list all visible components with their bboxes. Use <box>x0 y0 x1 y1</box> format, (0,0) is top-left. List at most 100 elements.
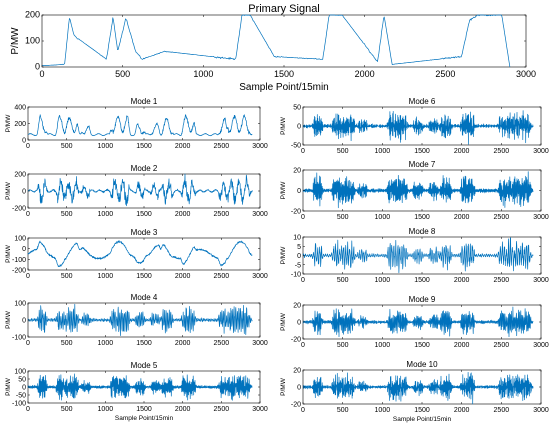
y-tick-label: 0 <box>297 124 301 131</box>
x-tick-label: 1500 <box>136 406 152 413</box>
x-tick-label: 2000 <box>175 143 191 150</box>
y-tick-label: 0 <box>297 188 301 195</box>
x-tick-label: 1000 <box>375 277 391 284</box>
x-tick-label: 1000 <box>98 340 114 347</box>
x-tick-label: 2000 <box>454 342 470 349</box>
x-tick-label: 0 <box>39 69 44 79</box>
y-tick-label: -200 <box>12 268 26 275</box>
x-tick-label: 1500 <box>414 148 430 155</box>
primary-signal-panel: 0 500 1000 1500 2000 2500 3000 0 100 200 Primary S… <box>10 3 536 93</box>
x-tick-label: 1000 <box>98 406 114 413</box>
y-tick-label: 200 <box>25 10 40 20</box>
x-tick-label: 2500 <box>494 214 510 221</box>
x-tick-label: 3000 <box>533 277 549 284</box>
y-axis-label: P/MW <box>5 181 12 200</box>
x-tick-label: 3000 <box>252 340 268 347</box>
chart-title: Mode 3 <box>131 228 158 237</box>
chart-title: Mode 4 <box>131 293 158 302</box>
y-tick-label: -50 <box>16 393 26 400</box>
x-tick-label: 1000 <box>375 214 391 221</box>
x-tick-label: 0 <box>26 211 30 218</box>
y-tick-label: 0 <box>22 189 26 196</box>
chart-title: Mode 5 <box>131 361 158 370</box>
x-tick-label: 2500 <box>494 342 510 349</box>
y-tick-label: 100 <box>14 236 26 243</box>
x-tick-label: 2500 <box>494 148 510 155</box>
x-tick-label: 1000 <box>98 273 114 280</box>
y-tick-label: 0 <box>297 320 301 327</box>
x-tick-label: 500 <box>115 69 130 79</box>
chart-title: Mode 2 <box>131 164 158 173</box>
x-tick-label: 2500 <box>214 273 230 280</box>
y-tick-label: 0 <box>22 138 26 145</box>
y-tick-label: 200 <box>14 121 26 128</box>
y-tick-label: -20 <box>291 209 301 216</box>
x-tick-label: 500 <box>337 214 349 221</box>
y-tick-label: 20 <box>293 168 301 175</box>
x-tick-label: 500 <box>61 406 73 413</box>
x-tick-label: 0 <box>26 143 30 150</box>
series-line <box>27 173 253 207</box>
x-tick-label: 3000 <box>252 143 268 150</box>
x-tick-label: 500 <box>337 277 349 284</box>
series-line <box>302 110 534 145</box>
y-tick-label: -10 <box>291 272 301 279</box>
series-line <box>41 14 511 68</box>
mode-3-panel: 0 500 1000 1500 2000 2500 3000 -200 -100 0 100 Mode… <box>5 228 268 280</box>
y-axis-label: P/MW <box>5 377 12 396</box>
y-tick-label: 0 <box>22 246 26 253</box>
x-tick-label: 0 <box>26 340 30 347</box>
y-tick-label: -100 <box>12 335 26 342</box>
y-tick-label: 20 <box>293 368 301 375</box>
x-tick-label: 500 <box>61 211 73 218</box>
series-line <box>27 240 253 267</box>
y-axis-label: P/MW <box>5 310 12 329</box>
y-tick-label: -50 <box>291 143 301 150</box>
x-tick-label: 2500 <box>494 407 510 414</box>
x-tick-label: 3000 <box>533 148 549 155</box>
series-line <box>27 114 253 137</box>
x-tick-label: 1500 <box>136 340 152 347</box>
x-tick-label: 3000 <box>252 406 268 413</box>
mode-8-panel: 0 500 1000 1500 2000 2500 3000 -10 -5 0 5 10 Mode 8 P… <box>280 227 549 284</box>
y-tick-label: 100 <box>14 301 26 308</box>
x-tick-label: 1500 <box>136 211 152 218</box>
chart-title: Mode 1 <box>131 97 158 106</box>
series-line <box>27 303 253 336</box>
y-tick-label: 50 <box>18 377 26 384</box>
x-tick-label: 2500 <box>214 340 230 347</box>
x-tick-label: 1500 <box>274 69 294 79</box>
chart-title: Primary Signal <box>248 3 320 15</box>
plot-area <box>27 237 261 271</box>
x-tick-label: 1000 <box>375 148 391 155</box>
x-tick-label: 0 <box>301 407 305 414</box>
x-tick-label: 2500 <box>214 211 230 218</box>
y-tick-label: 200 <box>14 172 26 179</box>
series-line <box>27 373 253 401</box>
y-tick-label: 100 <box>14 369 26 376</box>
chart-title: Mode 10 <box>406 360 438 369</box>
y-axis-label: P/MW <box>280 181 287 200</box>
x-tick-label: 3000 <box>533 342 549 349</box>
y-tick-label: 0 <box>22 318 26 325</box>
y-tick-label: -20 <box>291 402 301 409</box>
x-tick-label: 3000 <box>252 211 268 218</box>
y-axis-label: P/MW <box>280 312 287 331</box>
x-axis-label: Sample Point/15min <box>239 82 329 93</box>
y-tick-label: -200 <box>12 206 26 213</box>
y-tick-label: 10 <box>293 235 301 242</box>
x-tick-label: 2500 <box>435 69 455 79</box>
x-tick-label: 2000 <box>175 211 191 218</box>
x-tick-label: 1000 <box>98 143 114 150</box>
y-tick-label: -5 <box>295 262 301 269</box>
x-tick-label: 3000 <box>533 407 549 414</box>
x-tick-label: 0 <box>301 148 305 155</box>
y-axis-label: P/MW <box>10 27 21 55</box>
x-tick-label: 1500 <box>414 407 430 414</box>
x-tick-label: 0 <box>26 273 30 280</box>
y-tick-label: 0 <box>22 385 26 392</box>
x-tick-label: 1500 <box>136 143 152 150</box>
